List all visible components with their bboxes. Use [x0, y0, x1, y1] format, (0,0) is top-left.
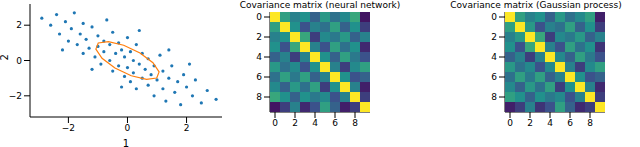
html-text:Covariance matrix (Gaussian pr: Covariance matrix (Gaussian process)	[450, 0, 622, 10]
svg-text:4: 4	[491, 52, 497, 62]
svg-text:6: 6	[256, 72, 262, 82]
svg-text:0: 0	[16, 56, 22, 66]
svg-text:2: 2	[292, 118, 298, 128]
svg-text:8: 8	[491, 92, 497, 102]
svg-text:4: 4	[547, 118, 553, 128]
svg-text:0: 0	[256, 12, 262, 22]
html-text:Covariance matrix (neural netw: Covariance matrix (neural network)	[239, 0, 401, 10]
svg-text:8: 8	[352, 118, 358, 128]
svg-text:6: 6	[567, 118, 573, 128]
svg-text:6: 6	[332, 118, 338, 128]
svg-text:6: 6	[491, 72, 497, 82]
svg-text:8: 8	[256, 92, 262, 102]
svg-text:2: 2	[8, 54, 10, 60]
svg-text:−2: −2	[62, 123, 75, 133]
svg-text:8: 8	[587, 118, 593, 128]
svg-text:4: 4	[312, 118, 318, 128]
svg-text:2: 2	[256, 32, 262, 42]
svg-text:2: 2	[491, 32, 497, 42]
svg-text:0: 0	[272, 118, 278, 128]
svg-text:−2: −2	[9, 91, 22, 101]
svg-text:0: 0	[507, 118, 513, 128]
svg-text:4: 4	[256, 52, 262, 62]
svg-text:0: 0	[125, 123, 131, 133]
svg-text:2: 2	[184, 123, 190, 133]
svg-text:2: 2	[16, 20, 22, 30]
svg-text:2: 2	[527, 118, 533, 128]
svg-text:1: 1	[123, 138, 129, 147]
svg-text:0: 0	[491, 12, 497, 22]
